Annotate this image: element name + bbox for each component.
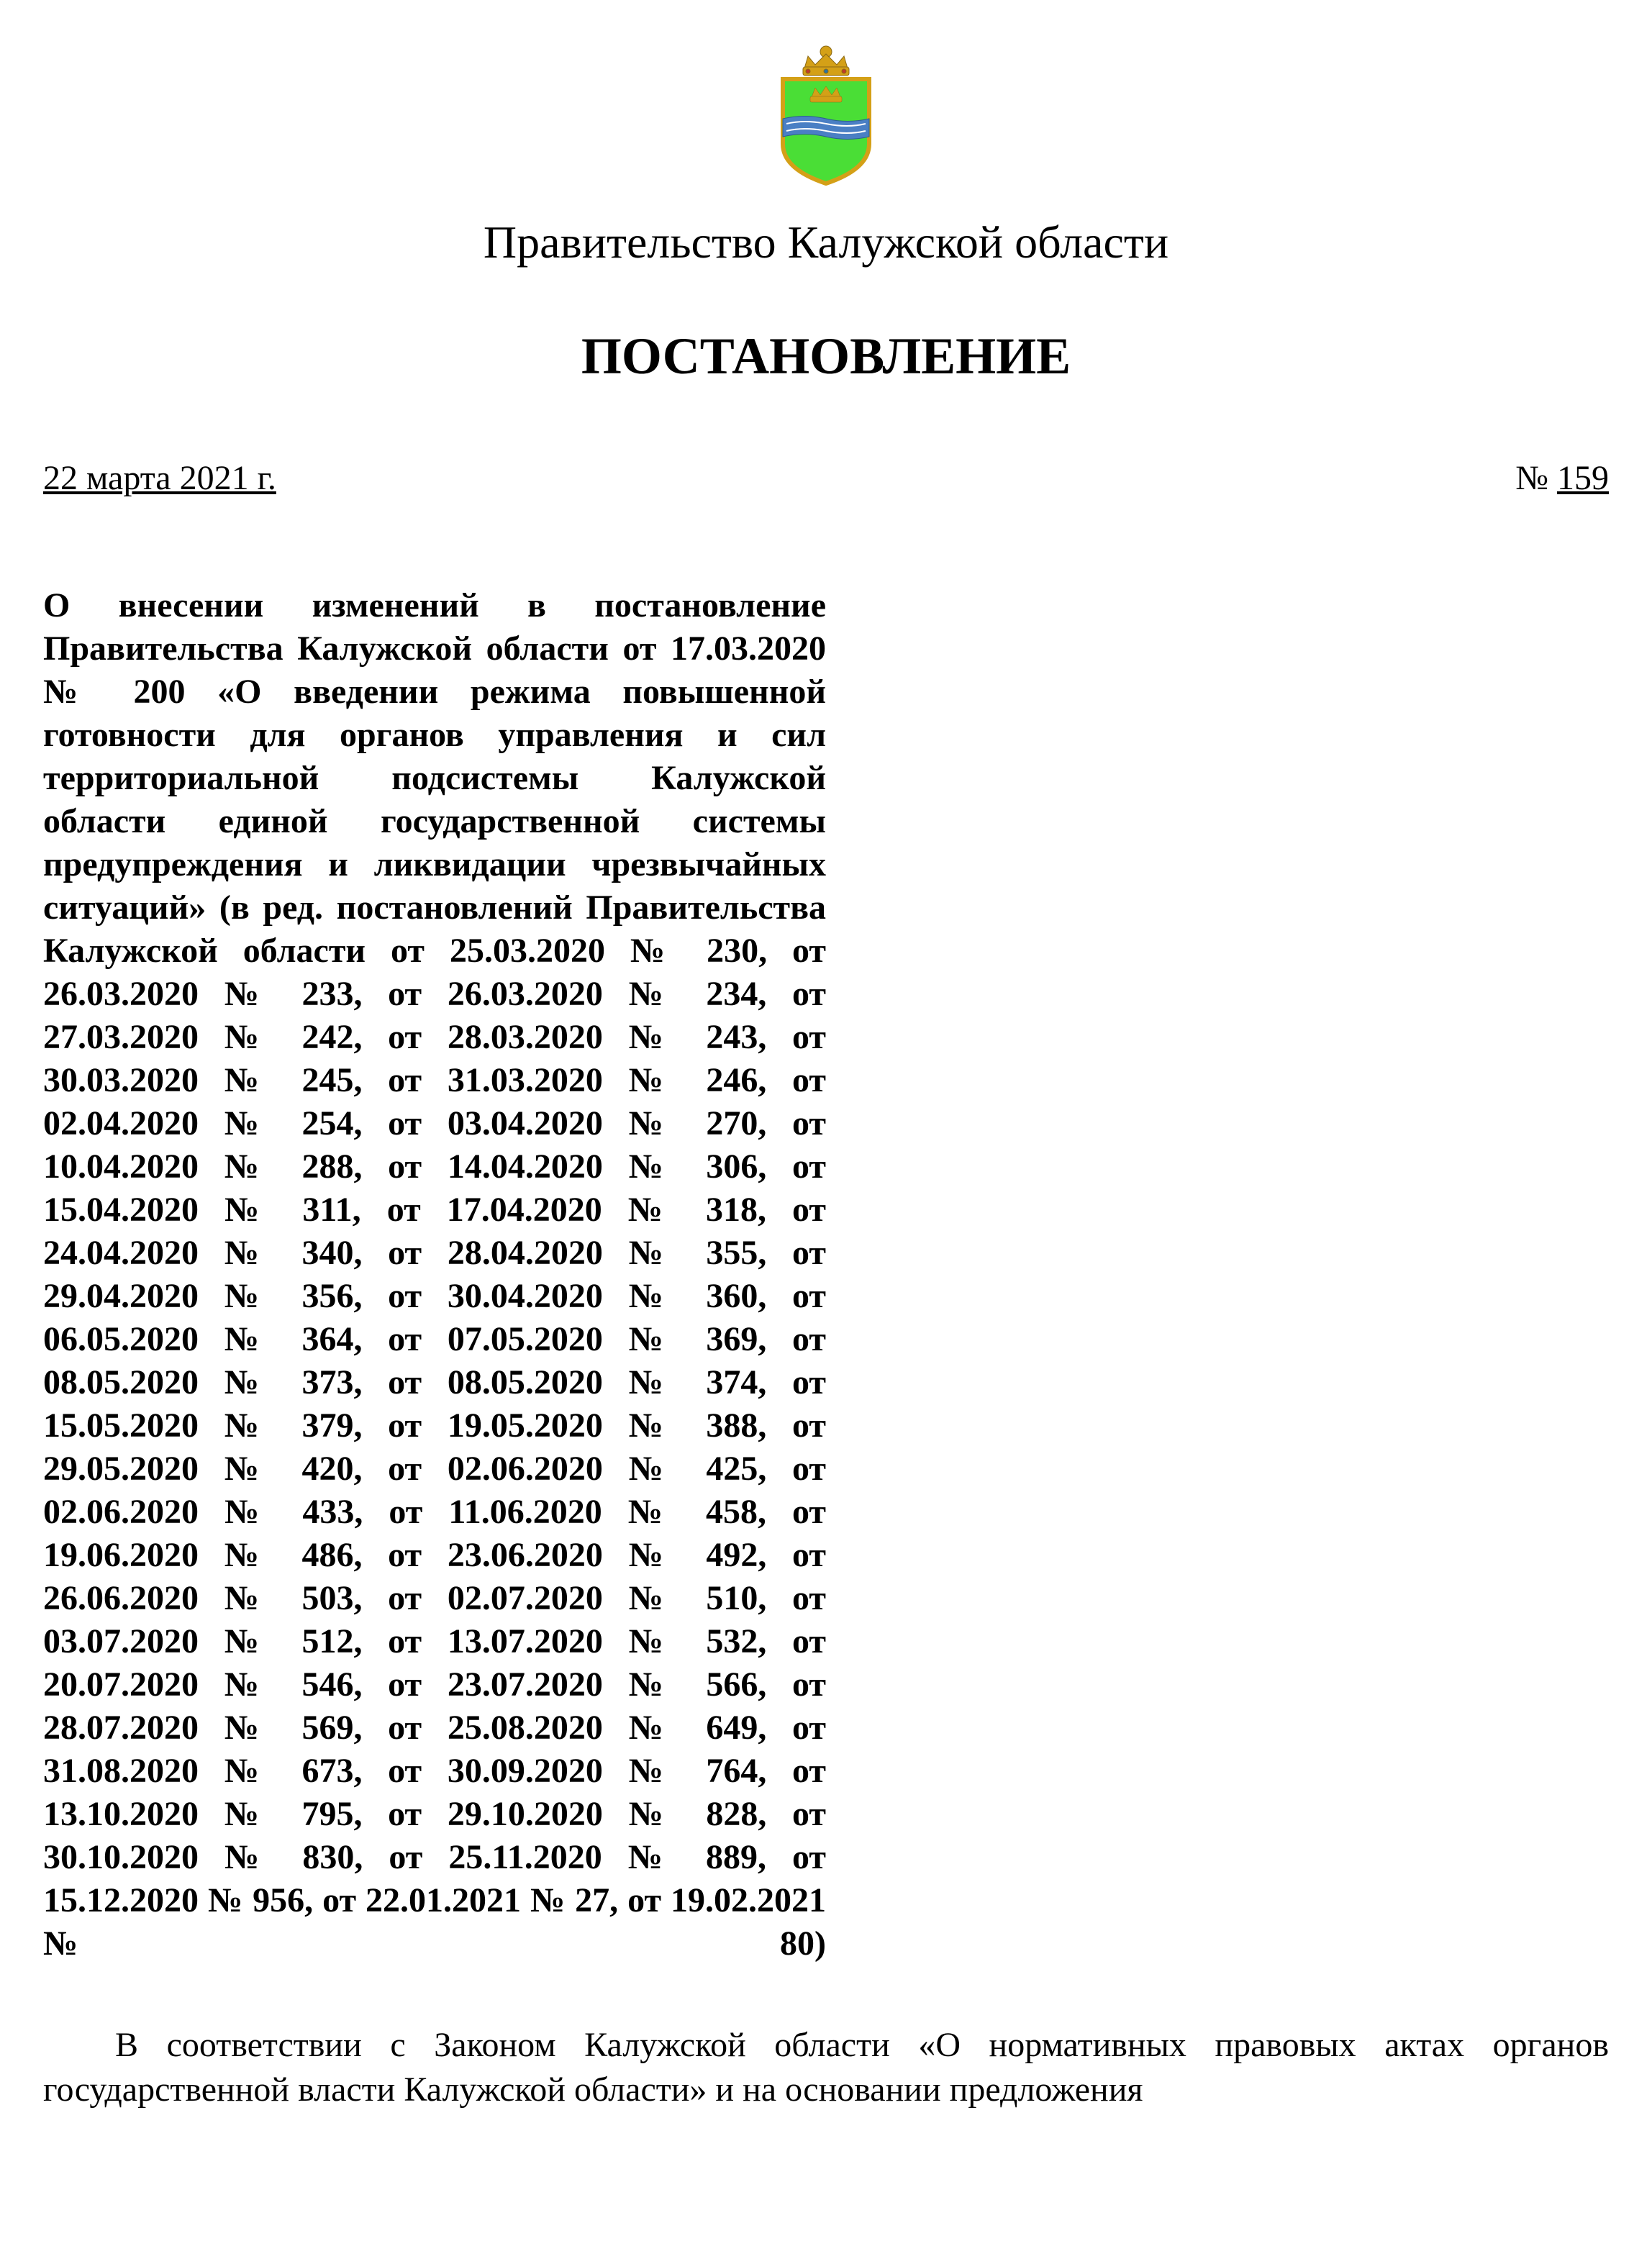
subject-text: О внесении изменений в постановление Пра… xyxy=(43,584,826,1965)
coat-of-arms-icon xyxy=(761,43,891,187)
document-date: 22 марта 2021 г. xyxy=(43,458,276,498)
subject-block: О внесении изменений в постановление Пра… xyxy=(43,584,826,1965)
number-prefix: № xyxy=(1515,459,1557,497)
document-number: № 159 xyxy=(1515,458,1609,498)
document-type-heading: ПОСТАНОВЛЕНИЕ xyxy=(43,327,1609,386)
body-paragraph-1: В соответствии с Законом Калужской облас… xyxy=(43,2023,1609,2113)
government-title: Правительство Калужской области xyxy=(43,216,1609,269)
emblem-container xyxy=(43,43,1609,187)
number-value: 159 xyxy=(1557,459,1609,497)
date-number-row: 22 марта 2021 г. № 159 xyxy=(43,458,1609,498)
